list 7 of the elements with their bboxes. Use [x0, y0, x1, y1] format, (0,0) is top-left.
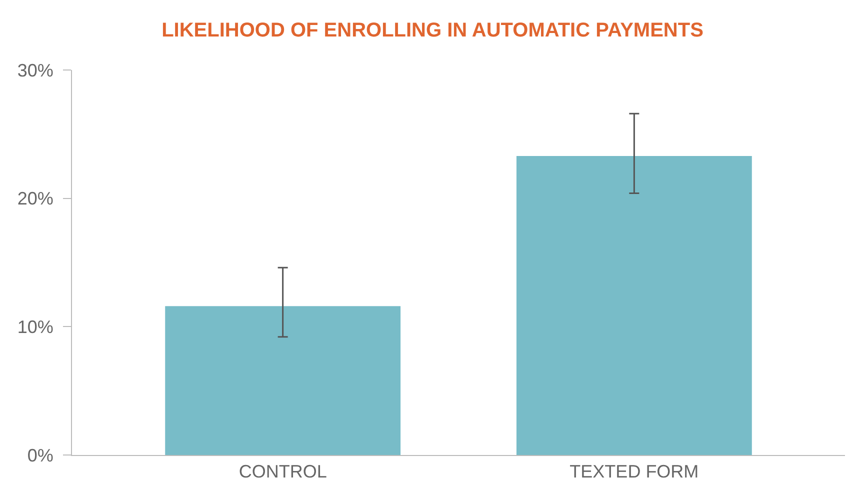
- x-tick-label: CONTROL: [238, 462, 327, 482]
- y-tick-label: 20%: [17, 188, 54, 209]
- y-tick-label: 30%: [17, 60, 54, 80]
- y-tick-label: 10%: [17, 316, 54, 337]
- y-tick-label: 0%: [27, 445, 54, 466]
- x-tick-label: TEXTED FORM: [570, 462, 699, 482]
- chart-title: LIKELIHOOD OF ENROLLING IN AUTOMATIC PAYMENTS: [162, 19, 704, 42]
